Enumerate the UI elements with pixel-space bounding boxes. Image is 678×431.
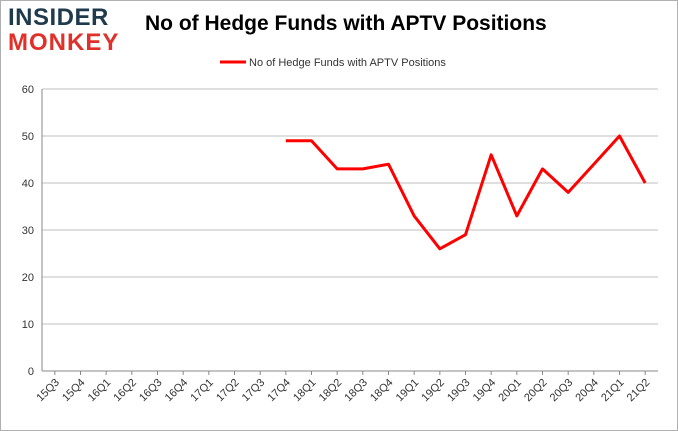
x-tick-label: 21Q1 xyxy=(599,377,627,405)
x-tick-label: 20Q3 xyxy=(548,377,576,405)
x-tick-label: 21Q2 xyxy=(625,377,653,405)
y-tick-label: 50 xyxy=(22,131,34,143)
x-tick-label: 17Q4 xyxy=(265,377,293,405)
x-tick-label: 16Q1 xyxy=(86,377,114,405)
y-tick-label: 20 xyxy=(22,272,34,284)
logo-line-2: MONKEY xyxy=(8,29,120,56)
logo-line-1: INSIDER xyxy=(8,4,109,31)
x-tick-label: 15Q4 xyxy=(60,377,88,405)
x-tick-label: 20Q4 xyxy=(573,377,601,405)
chart-title: No of Hedge Funds with APTV Positions xyxy=(145,12,547,35)
y-tick-label: 0 xyxy=(28,366,34,378)
x-tick-label: 16Q2 xyxy=(111,377,139,405)
x-tick-label: 18Q3 xyxy=(342,377,370,405)
x-tick-label: 19Q1 xyxy=(394,377,422,405)
x-tick-label: 16Q4 xyxy=(163,377,191,405)
series-line-0 xyxy=(285,134,647,251)
x-tick-label: 18Q2 xyxy=(317,377,345,405)
legend: No of Hedge Funds with APTV Positions xyxy=(220,57,446,69)
x-tick-label: 17Q2 xyxy=(214,377,242,405)
y-tick-label: 40 xyxy=(22,178,34,190)
x-tick-label: 20Q2 xyxy=(522,377,550,405)
x-tick-label: 15Q3 xyxy=(34,377,62,405)
y-tick-label: 30 xyxy=(22,225,34,237)
y-tick-label: 60 xyxy=(22,84,34,96)
insider-monkey-logo: INSIDER MONKEY xyxy=(8,4,126,56)
y-tick-label: 10 xyxy=(22,319,34,331)
x-tick-label: 19Q2 xyxy=(419,377,447,405)
x-tick-label: 19Q4 xyxy=(471,377,499,405)
x-tick-label: 18Q1 xyxy=(291,377,319,405)
x-tick-label: 20Q1 xyxy=(496,377,524,405)
legend-label: No of Hedge Funds with APTV Positions xyxy=(249,57,446,69)
x-tick-label: 17Q3 xyxy=(240,377,268,405)
x-tick-label: 19Q3 xyxy=(445,377,473,405)
x-tick-label: 18Q4 xyxy=(368,377,396,405)
x-tick-label: 16Q3 xyxy=(137,377,165,405)
x-tick-label: 17Q1 xyxy=(188,377,216,405)
